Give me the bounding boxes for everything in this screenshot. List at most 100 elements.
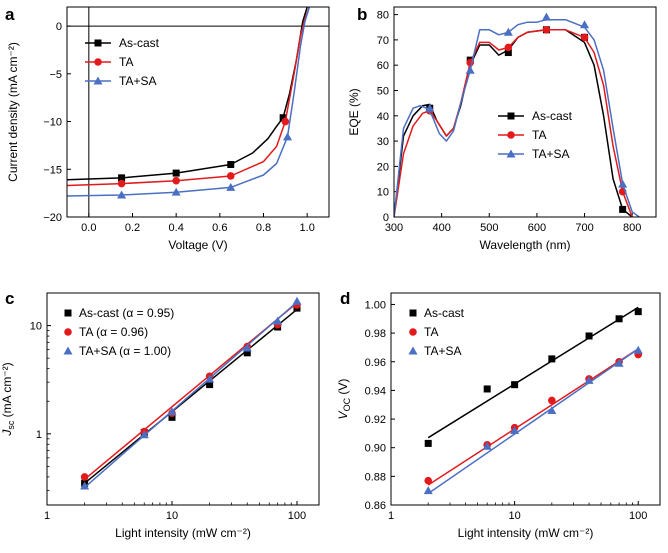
x-tick-label: 10 [508, 510, 520, 522]
panel-label-a: a [5, 5, 15, 24]
x-tick-label: 0.8 [256, 222, 271, 234]
y-axis-label: VOC (V) [336, 379, 352, 420]
y-axis-label-sub: sc [6, 420, 16, 430]
data-point [547, 405, 557, 414]
data-point [117, 179, 126, 188]
data-point [172, 169, 180, 177]
series-c-2 [80, 296, 302, 490]
y-tick-label: 1.00 [365, 299, 386, 311]
y-axis-label-unit: (V) [336, 379, 350, 398]
legend-item: As-cast [498, 109, 573, 123]
y-axis-label: EQE (%) [347, 88, 361, 135]
data-point [226, 172, 235, 180]
legend-marker [64, 328, 72, 336]
panel-label-d: d [340, 289, 350, 308]
data-point [634, 308, 642, 316]
data-point [483, 385, 491, 393]
x-tick-label: 1 [44, 510, 50, 522]
legend-label: TA (α = 0.96) [79, 325, 148, 339]
series-b-0 [394, 26, 633, 217]
plot-area-c [80, 296, 302, 490]
legend-label: TA+SA [119, 74, 156, 88]
data-point [548, 355, 556, 363]
y-tick-label: 1 [36, 429, 42, 441]
legend-marker [63, 346, 73, 355]
y-tick-label: 70 [377, 35, 389, 47]
legend-item: TA+SA [498, 147, 569, 161]
y-axis-label-unit: (mA cm⁻²) [0, 362, 14, 420]
legend-label: As-cast [119, 36, 160, 50]
series-line [67, 7, 308, 181]
y-tick-label: 0.94 [365, 385, 386, 397]
series-line [67, 7, 311, 197]
data-point [283, 132, 293, 141]
y-tick-label: 0 [56, 21, 62, 33]
data-point [206, 381, 214, 389]
y-tick-label: 0 [383, 212, 389, 224]
data-point [80, 473, 89, 481]
plot-area-a [67, 7, 311, 199]
x-tick-label: 100 [288, 510, 306, 522]
x-tick-label: 800 [623, 222, 641, 234]
legend-label: TA [532, 128, 546, 142]
legend-item: TA (α = 0.96) [64, 325, 148, 339]
x-axis-label: Light intensity (mW cm⁻²) [458, 526, 594, 540]
x-tick-label: 0.4 [169, 222, 184, 234]
y-tick-label: 0.96 [365, 357, 386, 369]
fit-line [84, 301, 298, 488]
legend-label: TA [119, 55, 133, 69]
legend-item: TA [85, 55, 133, 69]
legend-label: TA [424, 325, 438, 339]
series-line [394, 18, 640, 217]
y-tick-label: 80 [377, 10, 389, 22]
data-point [424, 476, 433, 485]
legend-marker [506, 149, 516, 158]
x-tick-label: 600 [528, 222, 546, 234]
data-point [633, 345, 643, 354]
y-axis-label: Current density (mA cm⁻²) [6, 42, 20, 182]
legend-marker [64, 309, 72, 317]
data-point [117, 190, 127, 199]
x-tick-label: 300 [385, 222, 403, 234]
x-axis-label: Light intensity (mW cm⁻²) [115, 526, 251, 540]
series-b-2 [394, 12, 640, 217]
legend-label: TA+SA [424, 344, 461, 358]
y-axis-label-sub: OC [342, 397, 352, 411]
legend-marker [507, 112, 515, 120]
fit-line [84, 308, 298, 484]
data-point [541, 12, 551, 21]
data-point [548, 396, 556, 405]
legend-c: As-cast (α = 0.95) TA (α = 0.96) TA+SA (α … [63, 306, 174, 358]
legend-item: TA+SA [408, 344, 461, 358]
panel-b: b 300 400 500 600 700 800 0 10 20 30 40 50 60 70 80 Wave… [347, 5, 657, 252]
legend-d: As-cast TA TA+SA [408, 306, 465, 358]
data-point [424, 439, 432, 447]
x-tick-label: 1.0 [300, 222, 315, 234]
y-tick-label: 50 [377, 85, 389, 97]
series-b-1 [394, 25, 633, 217]
legend-item: As-cast (α = 0.95) [64, 306, 174, 320]
y-tick-label: 0.98 [365, 328, 386, 340]
panel-d: d 1 10 100 0.86 0.88 0.90 0.92 0.94 0.96 0.98 1.00 L… [336, 289, 661, 540]
y-tick-label: 10 [377, 187, 389, 199]
legend-marker [408, 346, 418, 355]
data-point [279, 114, 287, 122]
y-tick-label: 60 [377, 60, 389, 72]
legend-a: As-cast TA TA+SA [85, 36, 160, 88]
legend-item: As-cast [85, 36, 160, 50]
data-point [168, 413, 176, 421]
data-point [172, 176, 180, 185]
legend-label: TA+SA (α = 1.00) [79, 344, 171, 358]
y-tick-label: 40 [377, 111, 389, 123]
x-tick-label: 500 [480, 222, 498, 234]
fit-line [427, 306, 639, 439]
series-line [67, 7, 311, 187]
data-point [584, 375, 594, 384]
y-axis-label-main: J [0, 429, 14, 437]
data-point [205, 374, 215, 383]
legend-item: TA+SA (α = 1.00) [63, 344, 171, 358]
x-tick-label: 10 [166, 510, 178, 522]
x-tick-label: 0.6 [212, 222, 227, 234]
series-d-0 [424, 306, 642, 447]
